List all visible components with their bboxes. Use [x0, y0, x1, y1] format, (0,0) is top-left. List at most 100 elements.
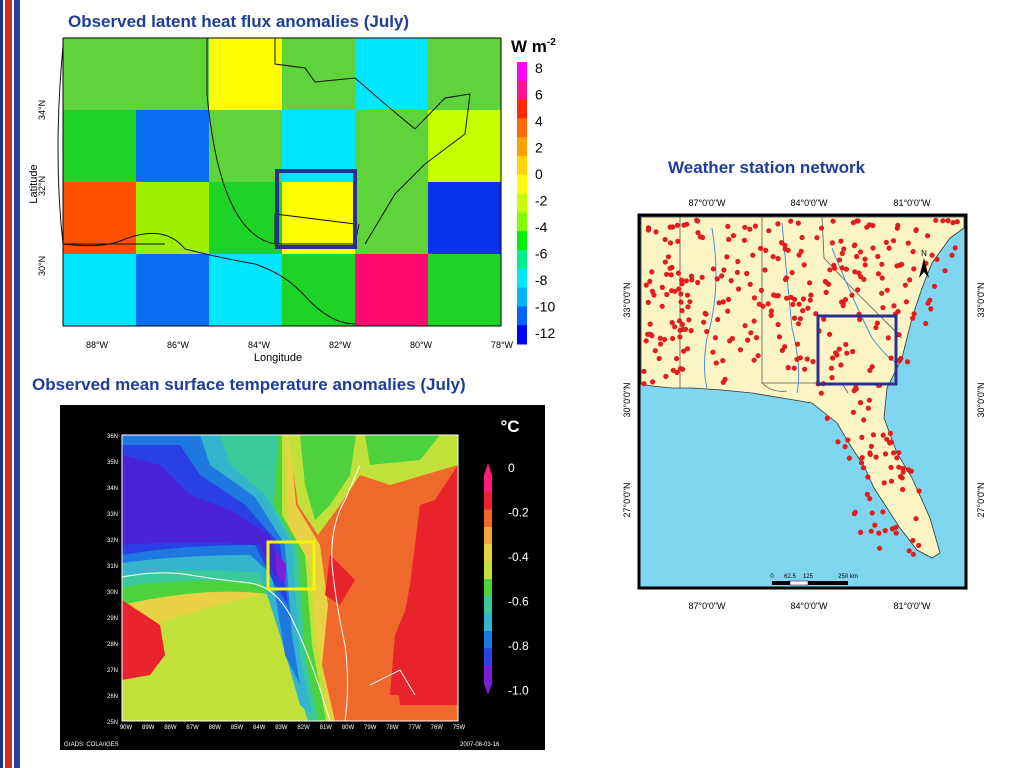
station-point [679, 281, 685, 287]
temperature-frame [121, 434, 459, 722]
station-point [720, 358, 726, 364]
temperature-colorbar-swatch [484, 544, 492, 563]
station-y-axis-right: 33°0'0"N 30°0'0"N 27°0'0"N [976, 282, 986, 517]
station-point [768, 308, 774, 314]
station-point [653, 229, 659, 235]
station-point [687, 299, 693, 305]
station-point [868, 443, 874, 449]
station-point [657, 335, 663, 341]
station-point [667, 265, 673, 271]
station-point [904, 359, 911, 365]
heat-flux-colorbar-swatch [517, 118, 527, 138]
station-point [857, 249, 864, 255]
heat-flux-cell [282, 254, 356, 327]
station-point [775, 221, 781, 227]
station-point [875, 253, 881, 260]
heat-flux-cell [136, 254, 210, 327]
station-point [950, 220, 956, 226]
temperature-x-tick: 75W [453, 725, 466, 731]
station-point [662, 236, 668, 243]
station-point [830, 355, 836, 361]
station-point [775, 321, 781, 328]
heat-flux-colorbar-tick: 2 [535, 140, 543, 156]
station-point [916, 488, 922, 494]
temperature-unit: °C [500, 417, 519, 436]
temperature-colorbar-swatch [484, 561, 492, 580]
station-point [929, 252, 935, 258]
station-point [857, 316, 863, 322]
station-point [726, 236, 732, 242]
temperature-y-tick: 26N [107, 694, 118, 700]
heat-flux-title: Observed latent heat flux anomalies (Jul… [68, 12, 410, 31]
station-point [902, 282, 908, 288]
station-point [791, 365, 797, 371]
station-point [896, 450, 902, 456]
station-point [641, 368, 647, 374]
heat-flux-cell [355, 254, 429, 327]
station-point [844, 350, 850, 356]
station-point [885, 335, 891, 341]
station-point [810, 359, 816, 365]
temperature-y-tick: 28N [107, 642, 118, 648]
station-point [858, 529, 864, 535]
station-point [879, 290, 885, 296]
station-point [677, 327, 683, 333]
heat-flux-colorbar-tick: -10 [535, 299, 555, 315]
station-point [839, 265, 845, 271]
scale-bar: 0 62.5 125 250 km [770, 574, 858, 586]
scale-label-125: 125 [803, 574, 814, 580]
station-point [716, 300, 722, 306]
station-point [949, 252, 955, 258]
heat-flux-cell [282, 182, 356, 255]
station-point [675, 270, 682, 276]
temperature-colorbar-tick: -0.2 [508, 506, 529, 520]
station-point [896, 332, 902, 338]
heat-flux-x-tick: 84°W [248, 340, 271, 350]
station-point [838, 362, 844, 368]
temperature-x-axis: 90W 89W 88W 87W 86W 85W 84W 83W 82W 81W 80W 79W 78W 7… [120, 725, 466, 731]
station-point [880, 432, 886, 438]
station-point [916, 542, 922, 548]
heat-flux-x-tick: 80°W [410, 340, 433, 350]
station-x-axis-top: 87°0'0"W 84°0'0"W 81°0'0"W [688, 198, 931, 208]
temperature-y-tick: 30N [107, 590, 118, 596]
heat-flux-frame [62, 37, 502, 327]
heat-flux-colorbar-swatch [517, 137, 527, 157]
station-point [715, 316, 721, 323]
station-point [910, 551, 916, 557]
heat-flux-cell [63, 182, 137, 255]
station-point [677, 334, 683, 340]
station-point [882, 451, 889, 457]
station-point [868, 528, 874, 534]
heat-flux-grid [63, 38, 502, 327]
station-point [876, 530, 882, 536]
station-point [923, 320, 929, 327]
station-point [684, 292, 691, 298]
station-point [745, 337, 751, 343]
station-point [695, 279, 701, 286]
station-point [835, 439, 841, 445]
station-point [854, 253, 860, 260]
station-point [665, 254, 671, 260]
heat-flux-colorbar-swatch [517, 287, 527, 307]
station-point [852, 269, 858, 275]
station-network-map: N 0 62.5 125 250 km 87°0'0"W 84°0'0"W 81°0… [622, 198, 986, 611]
heat-flux-colorbar-tick: 0 [535, 166, 543, 182]
heat-flux-colorbar-swatch [517, 268, 527, 289]
station-point [864, 224, 870, 230]
heat-flux-cell [63, 110, 137, 183]
station-point [808, 292, 814, 298]
station-point [896, 464, 902, 470]
station-point [796, 301, 802, 307]
temperature-x-tick: 81W [320, 725, 333, 731]
station-point [684, 346, 691, 352]
station-point [906, 548, 912, 554]
station-point [760, 303, 766, 309]
scale-label-0: 0 [770, 574, 774, 580]
station-point [791, 315, 798, 321]
station-point [838, 238, 844, 244]
station-point [737, 347, 744, 353]
station-point [768, 312, 774, 318]
heat-flux-colorbar-ticks: 8 6 4 2 0 -2 -4 -6 -8 -10 -12 [535, 60, 555, 341]
station-point [882, 528, 888, 534]
